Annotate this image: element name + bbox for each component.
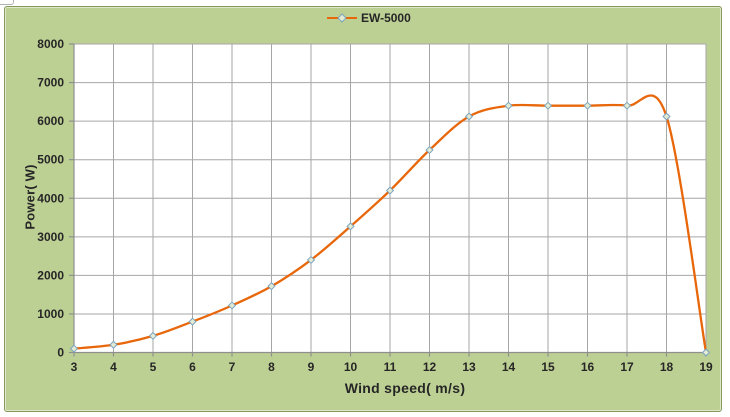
data-point-marker[interactable]: [425, 145, 434, 155]
data-point-marker[interactable]: [701, 348, 711, 357]
data-point-marker[interactable]: [148, 331, 158, 341]
plot-area[interactable]: [74, 44, 706, 353]
data-point-marker[interactable]: [662, 112, 671, 121]
legend[interactable]: EW-5000: [326, 9, 411, 27]
data-point-marker[interactable]: [583, 101, 592, 110]
data-point-marker[interactable]: [504, 101, 513, 110]
data-point-marker[interactable]: [109, 340, 118, 349]
data-point-marker[interactable]: [543, 101, 553, 110]
legend-marker-icon: [337, 13, 347, 23]
spreadsheet-cell-corner-artifact: [0, 0, 14, 5]
data-point-marker[interactable]: [464, 112, 474, 121]
legend-series-label: EW-5000: [361, 11, 411, 25]
y-axis-title: Power( W): [22, 164, 38, 230]
data-point-marker[interactable]: [267, 282, 276, 291]
data-point-marker[interactable]: [227, 301, 237, 310]
data-point-marker[interactable]: [385, 186, 395, 195]
data-point-marker[interactable]: [69, 344, 79, 353]
data-point-marker[interactable]: [622, 101, 632, 110]
data-point-marker[interactable]: [188, 317, 197, 326]
data-point-marker[interactable]: [306, 255, 316, 265]
data-point-marker[interactable]: [346, 222, 355, 231]
x-axis-title: Wind speed( m/s): [344, 380, 466, 396]
legend-key-icon: [327, 13, 357, 23]
